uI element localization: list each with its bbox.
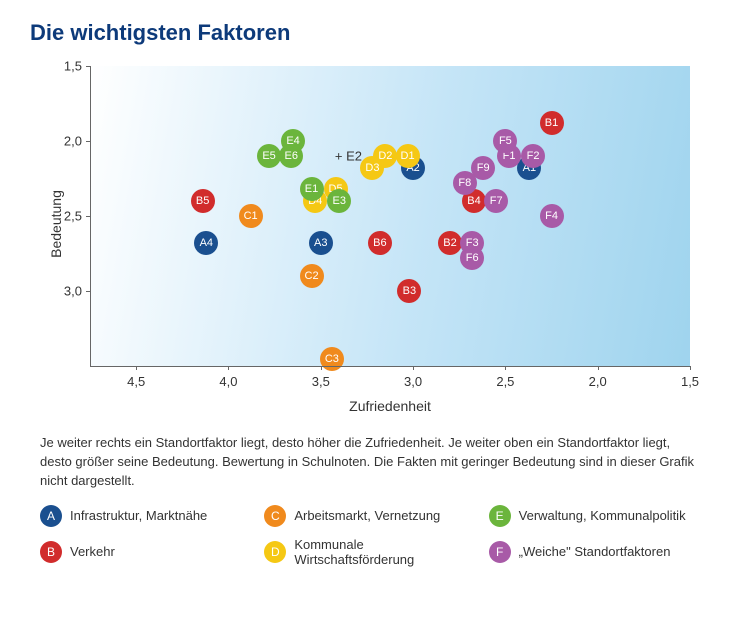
data-point-e5: E5 bbox=[257, 144, 281, 168]
y-tick-mark bbox=[86, 66, 90, 67]
data-point-e1: E1 bbox=[300, 177, 324, 201]
y-tick-mark bbox=[86, 216, 90, 217]
x-tick-mark bbox=[136, 366, 137, 370]
legend-item-d: D Kommunale Wirtschaftsförderung bbox=[264, 537, 480, 567]
y-tick-label: 1,5 bbox=[40, 59, 82, 74]
data-point-a3: A3 bbox=[309, 231, 333, 255]
x-axis-line bbox=[90, 366, 690, 367]
data-point-a4: A4 bbox=[194, 231, 218, 255]
legend-swatch: B bbox=[40, 541, 62, 563]
plot-area: A1A2A3A4B1B2B3B4B5B6C1C2C3D1D2D3D4D5E1E3… bbox=[90, 66, 690, 366]
data-point-f7: F7 bbox=[484, 189, 508, 213]
x-axis-title: Zufriedenheit bbox=[90, 398, 690, 414]
data-point-b3: B3 bbox=[397, 279, 421, 303]
x-tick-label: 3,0 bbox=[404, 374, 422, 389]
legend-swatch: A bbox=[40, 505, 62, 527]
data-point-f4: F4 bbox=[540, 204, 564, 228]
data-point-b6: B6 bbox=[368, 231, 392, 255]
data-point-d1: D1 bbox=[396, 144, 420, 168]
legend-swatch: C bbox=[264, 505, 286, 527]
x-tick-label: 3,5 bbox=[312, 374, 330, 389]
y-axis-title: Bedeutung bbox=[48, 190, 64, 258]
legend-label: Kommunale Wirtschaftsförderung bbox=[294, 537, 480, 567]
x-tick-label: 2,5 bbox=[496, 374, 514, 389]
chart-caption: Je weiter rechts ein Standortfaktor lieg… bbox=[40, 434, 705, 491]
x-tick-mark bbox=[321, 366, 322, 370]
data-point-f5: F5 bbox=[493, 129, 517, 153]
x-tick-mark bbox=[598, 366, 599, 370]
legend-label: Verwaltung, Kommunalpolitik bbox=[519, 508, 686, 523]
data-point-e6: E6 bbox=[279, 144, 303, 168]
scatter-chart: A1A2A3A4B1B2B3B4B5B6C1C2C3D1D2D3D4D5E1E3… bbox=[40, 56, 700, 416]
x-tick-mark bbox=[505, 366, 506, 370]
legend-item-a: A Infrastruktur, Marktnähe bbox=[40, 505, 256, 527]
x-tick-mark bbox=[228, 366, 229, 370]
y-tick-mark bbox=[86, 291, 90, 292]
y-tick-label: 2,0 bbox=[40, 134, 82, 149]
legend-label: „Weiche" Standortfaktoren bbox=[519, 544, 671, 559]
data-point-d3: D3 bbox=[360, 156, 384, 180]
y-tick-label: 3,0 bbox=[40, 284, 82, 299]
data-point-f9: F9 bbox=[471, 156, 495, 180]
data-point-e3: E3 bbox=[327, 189, 351, 213]
legend-item-b: B Verkehr bbox=[40, 537, 256, 567]
x-tick-label: 1,5 bbox=[681, 374, 699, 389]
y-tick-mark bbox=[86, 141, 90, 142]
data-point-b5: B5 bbox=[191, 189, 215, 213]
legend-item-e: E Verwaltung, Kommunalpolitik bbox=[489, 505, 705, 527]
legend-swatch: F bbox=[489, 541, 511, 563]
data-point-e2-label: + E2 bbox=[335, 149, 362, 164]
x-tick-label: 4,0 bbox=[219, 374, 237, 389]
data-point-b2: B2 bbox=[438, 231, 462, 255]
y-axis-line bbox=[90, 66, 91, 366]
legend-label: Verkehr bbox=[70, 544, 115, 559]
x-tick-mark bbox=[690, 366, 691, 370]
legend-item-c: C Arbeitsmarkt, Vernetzung bbox=[264, 505, 480, 527]
x-tick-label: 4,5 bbox=[127, 374, 145, 389]
legend-swatch: E bbox=[489, 505, 511, 527]
y-tick-label: 2,5 bbox=[40, 209, 82, 224]
legend: A Infrastruktur, Marktnähe C Arbeitsmarkt, … bbox=[40, 505, 705, 567]
x-tick-label: 2,0 bbox=[589, 374, 607, 389]
data-point-f2: F2 bbox=[521, 144, 545, 168]
page-title: Die wichtigsten Faktoren bbox=[30, 20, 705, 46]
data-point-b1: B1 bbox=[540, 111, 564, 135]
data-point-c1: C1 bbox=[239, 204, 263, 228]
legend-label: Infrastruktur, Marktnähe bbox=[70, 508, 207, 523]
legend-swatch: D bbox=[264, 541, 286, 563]
legend-label: Arbeitsmarkt, Vernetzung bbox=[294, 508, 440, 523]
data-point-c2: C2 bbox=[300, 264, 324, 288]
x-tick-mark bbox=[413, 366, 414, 370]
data-point-f6: F6 bbox=[460, 246, 484, 270]
legend-item-f: F „Weiche" Standortfaktoren bbox=[489, 537, 705, 567]
